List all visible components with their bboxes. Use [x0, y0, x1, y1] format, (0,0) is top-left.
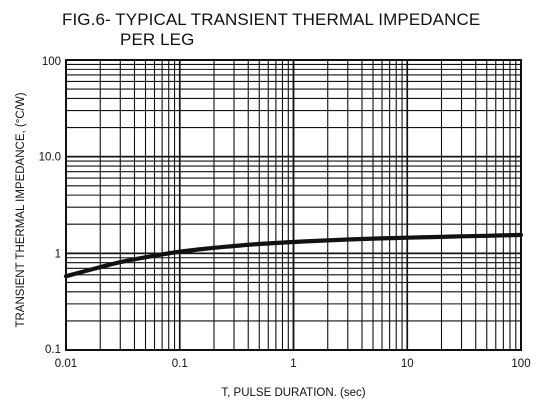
chart-title-line-1: FIG.6- TYPICAL TRANSIENT THERMAL IMPEDAN… [62, 10, 481, 29]
y-tick-labels: 0.1 1 10.0 100 [39, 56, 61, 356]
x-tick-label: 10 [401, 358, 414, 370]
x-tick-labels: 0.01 0.1 1 10 100 [55, 358, 531, 370]
x-axis-label: T, PULSE DURATION. (sec) [221, 387, 365, 399]
x-tick-label: 0.01 [55, 358, 77, 370]
y-axis-label: TRANSIENT THERMAL IMPEDANCE, (°C/W) [15, 92, 27, 327]
x-tick-label: 0.1 [172, 358, 188, 370]
x-tick-label: 100 [511, 358, 530, 370]
plot-frame [65, 59, 522, 351]
y-tick-label: 10.0 [39, 152, 61, 164]
y-tick-label: 1 [55, 248, 61, 260]
y-tick-label: 100 [42, 56, 61, 68]
chart-title-line-2: PER LEG [120, 30, 195, 49]
grid [65, 59, 522, 351]
chart-title: FIG.6- TYPICAL TRANSIENT THERMAL IMPEDAN… [62, 10, 542, 50]
series-line-0 [63, 232, 524, 279]
y-tick-label: 0.1 [45, 344, 61, 356]
x-tick-label: 1 [290, 358, 296, 370]
series-layer [63, 232, 524, 279]
